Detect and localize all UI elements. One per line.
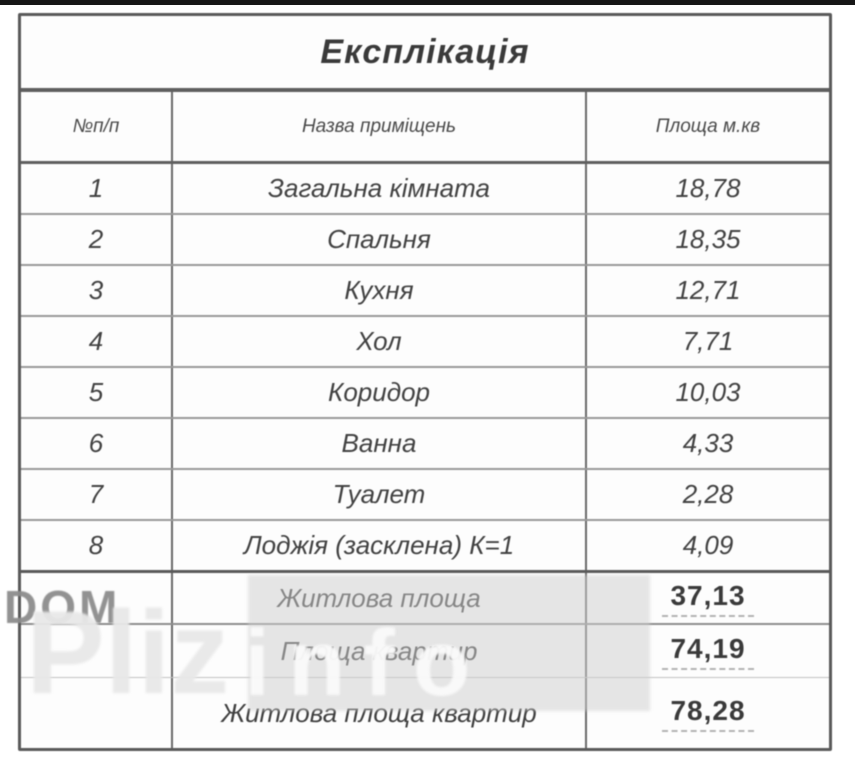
table-row: 3 Кухня 12,71 bbox=[21, 266, 829, 317]
room-area: 7,71 bbox=[682, 326, 734, 356]
room-name: Туалет bbox=[173, 470, 587, 519]
room-area: 18,78 bbox=[675, 173, 741, 203]
room-area: 18,35 bbox=[675, 224, 741, 254]
watermark-pliz-text: Pliz bbox=[26, 587, 230, 719]
room-name: Коридор bbox=[173, 368, 587, 417]
summary-area-cell: 74,19 bbox=[587, 625, 829, 677]
summary-area-cell: 78,28 bbox=[587, 678, 829, 748]
row-number: 5 bbox=[21, 368, 173, 417]
header-num: №п/п bbox=[21, 92, 173, 161]
header-name: Назва приміщень bbox=[173, 92, 587, 161]
room-area: 4,33 bbox=[682, 428, 734, 458]
summary-empty-cell bbox=[21, 625, 173, 677]
room-name: Загальна кімната bbox=[173, 164, 587, 213]
table-title-row: Експлікація bbox=[21, 16, 829, 92]
watermark-band bbox=[248, 575, 650, 711]
summary-empty-cell bbox=[21, 573, 173, 623]
row-number: 4 bbox=[21, 317, 173, 366]
top-black-strip bbox=[0, 0, 855, 5]
summary-value: 37,13 bbox=[662, 580, 754, 617]
room-name: Спальня bbox=[173, 215, 587, 264]
row-number: 2 bbox=[21, 215, 173, 264]
watermark-dom-text: DOM bbox=[4, 581, 121, 633]
row-number: 3 bbox=[21, 266, 173, 315]
room-area: 10,03 bbox=[675, 377, 741, 407]
summary-area-cell: 37,13 bbox=[587, 573, 829, 623]
table-header-row: №п/п Назва приміщень Площа м.кв bbox=[21, 92, 829, 164]
room-area: 2,28 bbox=[682, 479, 734, 509]
table-row: 4 Хол 7,71 bbox=[21, 317, 829, 368]
header-area: Площа м.кв bbox=[655, 115, 761, 137]
row-number: 8 bbox=[21, 521, 173, 570]
room-area: 4,09 bbox=[682, 530, 734, 560]
watermark-info-text: info bbox=[244, 610, 489, 715]
row-number: 1 bbox=[21, 164, 173, 213]
table-title: Експлікація bbox=[320, 32, 530, 71]
table-row: 2 Спальня 18,35 bbox=[21, 215, 829, 266]
room-name: Ванна bbox=[173, 419, 587, 468]
room-area: 12,71 bbox=[675, 275, 741, 305]
summary-empty-cell bbox=[21, 678, 173, 748]
row-number: 6 bbox=[21, 419, 173, 468]
room-name: Лоджія (засклена) К=1 bbox=[173, 521, 587, 570]
table-row: 5 Коридор 10,03 bbox=[21, 368, 829, 419]
table-row: 1 Загальна кімната 18,78 bbox=[21, 164, 829, 215]
table-row: 6 Ванна 4,33 bbox=[21, 419, 829, 470]
summary-value: 78,28 bbox=[662, 695, 754, 732]
table-row: 8 Лоджія (засклена) К=1 4,09 bbox=[21, 521, 829, 573]
summary-value: 74,19 bbox=[662, 633, 754, 670]
room-name: Кухня bbox=[173, 266, 587, 315]
table-row: 7 Туалет 2,28 bbox=[21, 470, 829, 521]
room-name: Хол bbox=[173, 317, 587, 366]
row-number: 7 bbox=[21, 470, 173, 519]
